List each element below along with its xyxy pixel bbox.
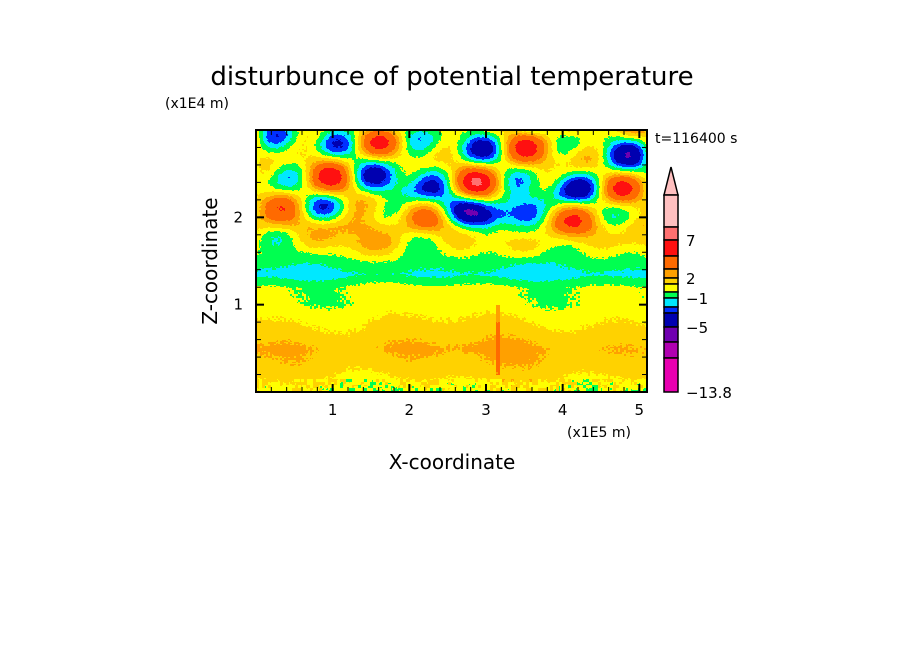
colorbar-segment [663, 357, 679, 393]
colorbar-label: −13.8 [686, 384, 732, 402]
x-tick-label: 3 [481, 401, 491, 419]
y-axis-label: Z-coordinate [198, 197, 222, 324]
x-tick-labels: 1 2 3 4 5 [328, 401, 644, 419]
y-tick-label: 2 [233, 208, 243, 226]
colorbar-segment [663, 297, 679, 308]
colorbar-label: −1 [686, 290, 708, 308]
time-label: t=116400 s [655, 131, 737, 147]
colorbar-segment [663, 277, 679, 285]
contour-field [256, 130, 647, 392]
colorbar-segment [663, 306, 679, 314]
x-axis-label: X-coordinate [389, 450, 516, 474]
x-tick-label: 1 [328, 401, 338, 419]
colorbar-segment [663, 326, 679, 343]
colorbar-segment [663, 255, 679, 270]
colorbar-segment [663, 341, 679, 359]
colorbar-label: −5 [686, 319, 708, 337]
colorbar-labels: 7 2 −1 −5 −13.8 [686, 232, 732, 402]
x-tick-label: 2 [405, 401, 415, 419]
x-tick-label: 5 [635, 401, 645, 419]
colorbar-segment [663, 194, 679, 228]
plot-frame [255, 129, 648, 393]
chart-title: disturbunce of potential temperature [210, 62, 693, 92]
colorbar-segment [663, 268, 679, 279]
colorbar-segment [663, 226, 679, 241]
axis-ticks [256, 130, 647, 392]
colorbar-segment [663, 283, 679, 293]
colorbar-segment [663, 291, 679, 299]
y-tick-label: 1 [233, 296, 243, 314]
y-unit-label: (x1E4 m) [165, 96, 229, 112]
colorbar-label: 7 [686, 232, 696, 250]
colorbar-segment [663, 239, 679, 257]
colorbar-label: 2 [686, 270, 696, 288]
colorbar-extend-triangle [663, 166, 679, 196]
x-unit-label: (x1E5 m) [567, 425, 631, 441]
colorbar [663, 166, 679, 393]
colorbar-segment [663, 312, 679, 328]
x-tick-label: 4 [558, 401, 568, 419]
y-tick-labels: 12 [233, 208, 243, 313]
